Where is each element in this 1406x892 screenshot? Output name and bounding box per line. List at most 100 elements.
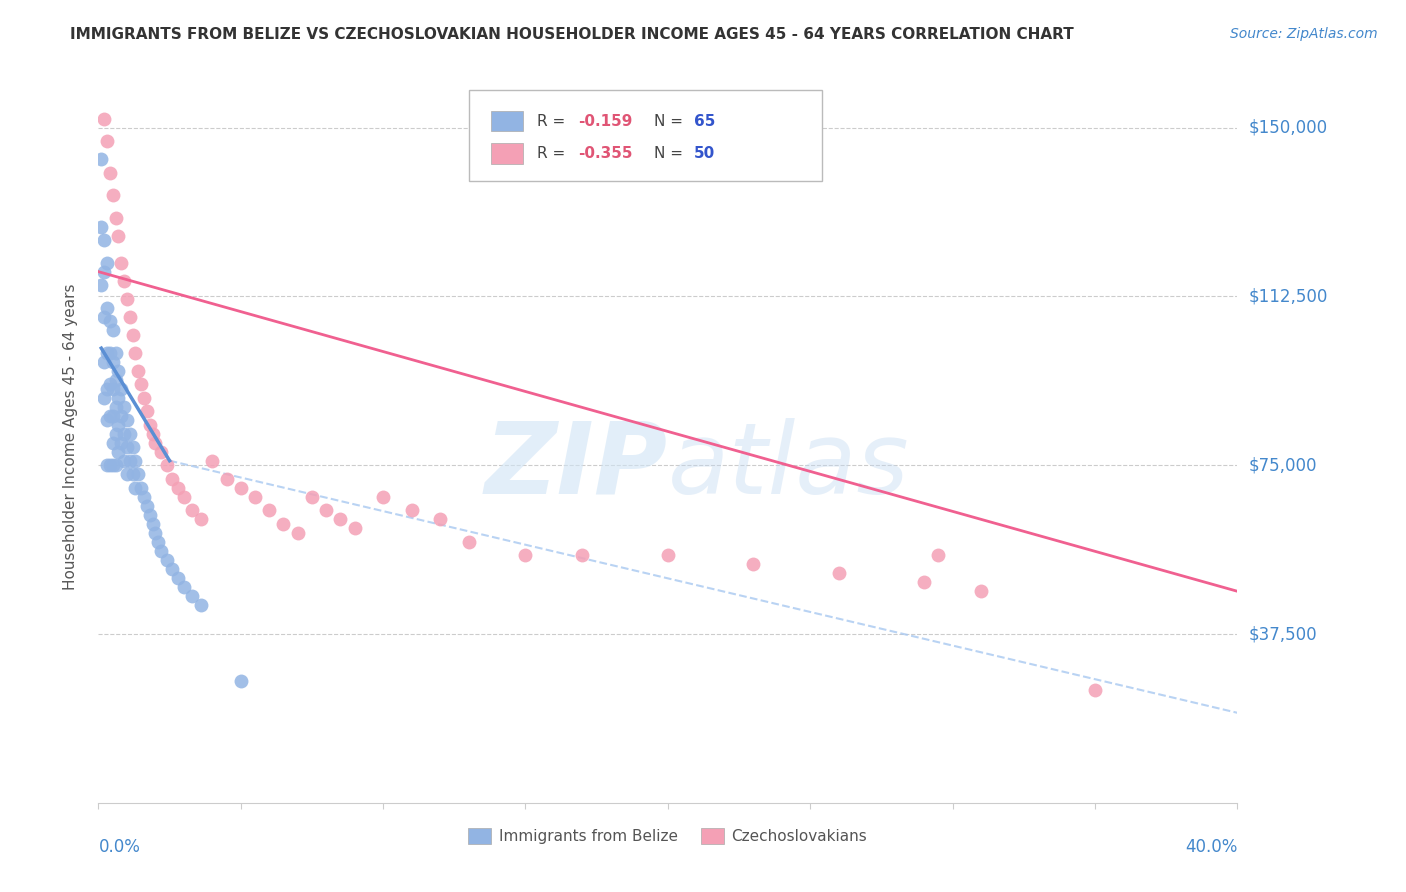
Point [98, 345, 121, 359]
Text: N =: N = [654, 113, 683, 128]
Point [101, 323, 124, 337]
Point [162, 562, 184, 576]
Point [181, 503, 204, 517]
Point [90, 219, 112, 234]
Point [429, 512, 451, 526]
Point [98, 409, 121, 423]
Point [229, 481, 252, 495]
Point [571, 548, 593, 562]
Point [96, 413, 118, 427]
Text: ZIP: ZIP [485, 417, 668, 515]
Text: $150,000: $150,000 [1249, 119, 1327, 136]
Point [93, 354, 115, 368]
Point [110, 382, 132, 396]
Point [90, 278, 112, 293]
FancyBboxPatch shape [468, 90, 821, 181]
Point [129, 377, 152, 392]
Point [129, 481, 152, 495]
Point [373, 490, 395, 504]
Point [401, 503, 423, 517]
Point [96, 458, 118, 473]
Point [124, 453, 146, 467]
Point [96, 301, 118, 315]
Point [150, 543, 173, 558]
Point [190, 512, 212, 526]
Point [156, 458, 179, 473]
Point [115, 440, 138, 454]
Point [457, 534, 479, 549]
Point [98, 166, 121, 180]
Point [287, 525, 309, 540]
Point [118, 310, 141, 324]
Point [112, 400, 135, 414]
Point [167, 481, 190, 495]
Point [104, 373, 127, 387]
Point [101, 382, 124, 396]
Point [173, 580, 195, 594]
Point [115, 292, 138, 306]
Text: atlas: atlas [668, 417, 910, 515]
Text: 50: 50 [695, 145, 716, 161]
Point [104, 458, 127, 473]
Point [118, 453, 141, 467]
Point [98, 458, 121, 473]
Point [93, 112, 115, 126]
Text: $75,000: $75,000 [1249, 456, 1317, 475]
FancyBboxPatch shape [491, 143, 523, 163]
Legend: Immigrants from Belize, Czechoslovakians: Immigrants from Belize, Czechoslovakians [463, 822, 873, 850]
Point [118, 426, 141, 441]
Point [343, 521, 366, 535]
Point [742, 558, 765, 572]
Point [828, 566, 851, 581]
Point [515, 548, 537, 562]
Point [229, 674, 252, 689]
Point [107, 391, 129, 405]
Y-axis label: Householder Income Ages 45 - 64 years: Householder Income Ages 45 - 64 years [63, 284, 77, 591]
Text: $37,500: $37,500 [1249, 625, 1317, 643]
Point [657, 548, 679, 562]
Point [93, 310, 115, 324]
Point [98, 377, 121, 392]
Point [107, 228, 129, 243]
Point [96, 134, 118, 148]
Point [110, 255, 132, 269]
Point [135, 499, 157, 513]
Point [101, 188, 124, 202]
Point [107, 417, 129, 432]
Point [98, 314, 121, 328]
Point [121, 440, 143, 454]
Point [301, 490, 323, 504]
Point [115, 467, 138, 482]
Point [112, 426, 135, 441]
Point [141, 426, 163, 441]
Point [138, 508, 160, 522]
Point [93, 391, 115, 405]
Point [970, 584, 993, 599]
Point [93, 233, 115, 247]
Text: -0.159: -0.159 [578, 113, 633, 128]
Point [107, 364, 129, 378]
Point [104, 426, 127, 441]
Point [329, 512, 352, 526]
Point [132, 490, 155, 504]
Point [162, 472, 184, 486]
Point [115, 413, 138, 427]
Text: IMMIGRANTS FROM BELIZE VS CZECHOSLOVAKIAN HOUSEHOLDER INCOME AGES 45 - 64 YEARS : IMMIGRANTS FROM BELIZE VS CZECHOSLOVAKIA… [70, 27, 1074, 42]
Text: 0.0%: 0.0% [98, 838, 141, 855]
Point [101, 458, 124, 473]
Point [107, 444, 129, 458]
Point [124, 481, 146, 495]
Point [96, 255, 118, 269]
Point [138, 417, 160, 432]
Point [150, 444, 173, 458]
Point [145, 525, 167, 540]
Text: N =: N = [654, 145, 683, 161]
Point [104, 400, 127, 414]
Point [96, 382, 118, 396]
Text: -0.355: -0.355 [578, 145, 633, 161]
Point [93, 265, 115, 279]
Point [121, 327, 143, 342]
Point [190, 598, 212, 612]
Point [101, 409, 124, 423]
Point [215, 472, 238, 486]
